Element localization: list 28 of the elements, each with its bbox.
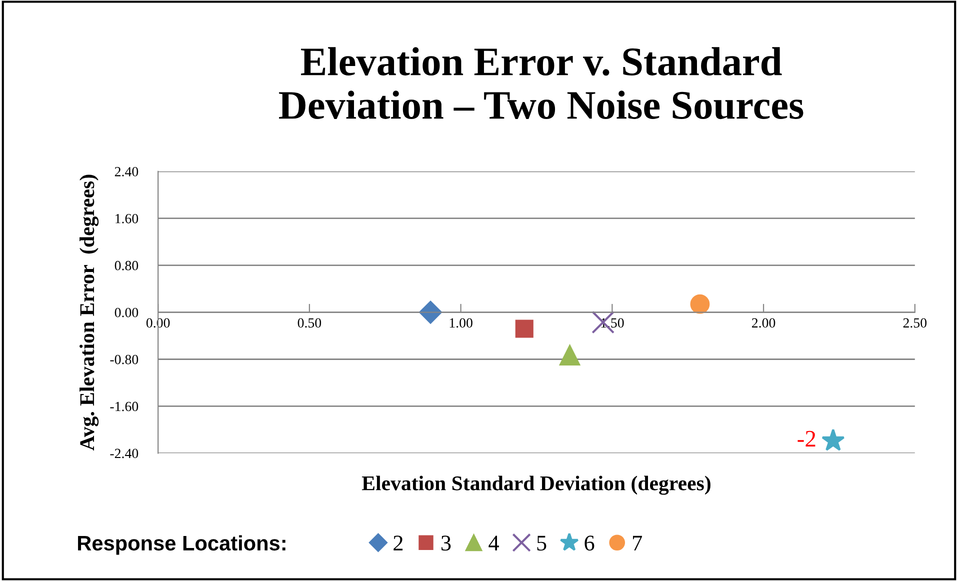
y-tick-label: 1.60 — [116, 214, 138, 224]
y-tick-label: 2.40 — [114, 166, 138, 176]
legend-label: 7 — [633, 536, 642, 550]
chart-title: Elevation Error v. Standard Deviation – Two Noise Sources — [279, 47, 804, 120]
legend-label: 3 — [442, 536, 451, 551]
legend-label: 6 — [584, 536, 594, 551]
legend-label: 5 — [537, 536, 546, 551]
legend-label: 2 — [394, 536, 403, 550]
x-tick-label: 1.00 — [450, 318, 472, 328]
point — [822, 428, 845, 451]
y-tick-label: -1.60 — [110, 402, 138, 412]
y-tick-label: -0.80 — [110, 354, 138, 364]
point — [419, 300, 442, 324]
x-tick-label: 0.50 — [298, 318, 322, 328]
x-tick-label: 0.00 — [146, 318, 170, 328]
legend-title: Response Locations: — [78, 535, 286, 555]
x-axis-title: Elevation Standard Deviation (degrees) — [362, 476, 710, 495]
y-tick-label: -2.40 — [110, 448, 138, 458]
y-tick-label: 0.80 — [114, 260, 138, 270]
y-tick-label: 0.00 — [114, 308, 138, 318]
point — [690, 294, 710, 314]
legend-label: 4 — [488, 536, 499, 550]
point — [515, 320, 534, 338]
point — [559, 344, 580, 366]
x-tick-label: 2.50 — [903, 318, 927, 328]
x-tick-label: 2.00 — [752, 318, 776, 328]
y-axis-title: Avg. Elevation Error (degrees) — [80, 174, 99, 450]
annotation: -2 — [798, 430, 816, 447]
